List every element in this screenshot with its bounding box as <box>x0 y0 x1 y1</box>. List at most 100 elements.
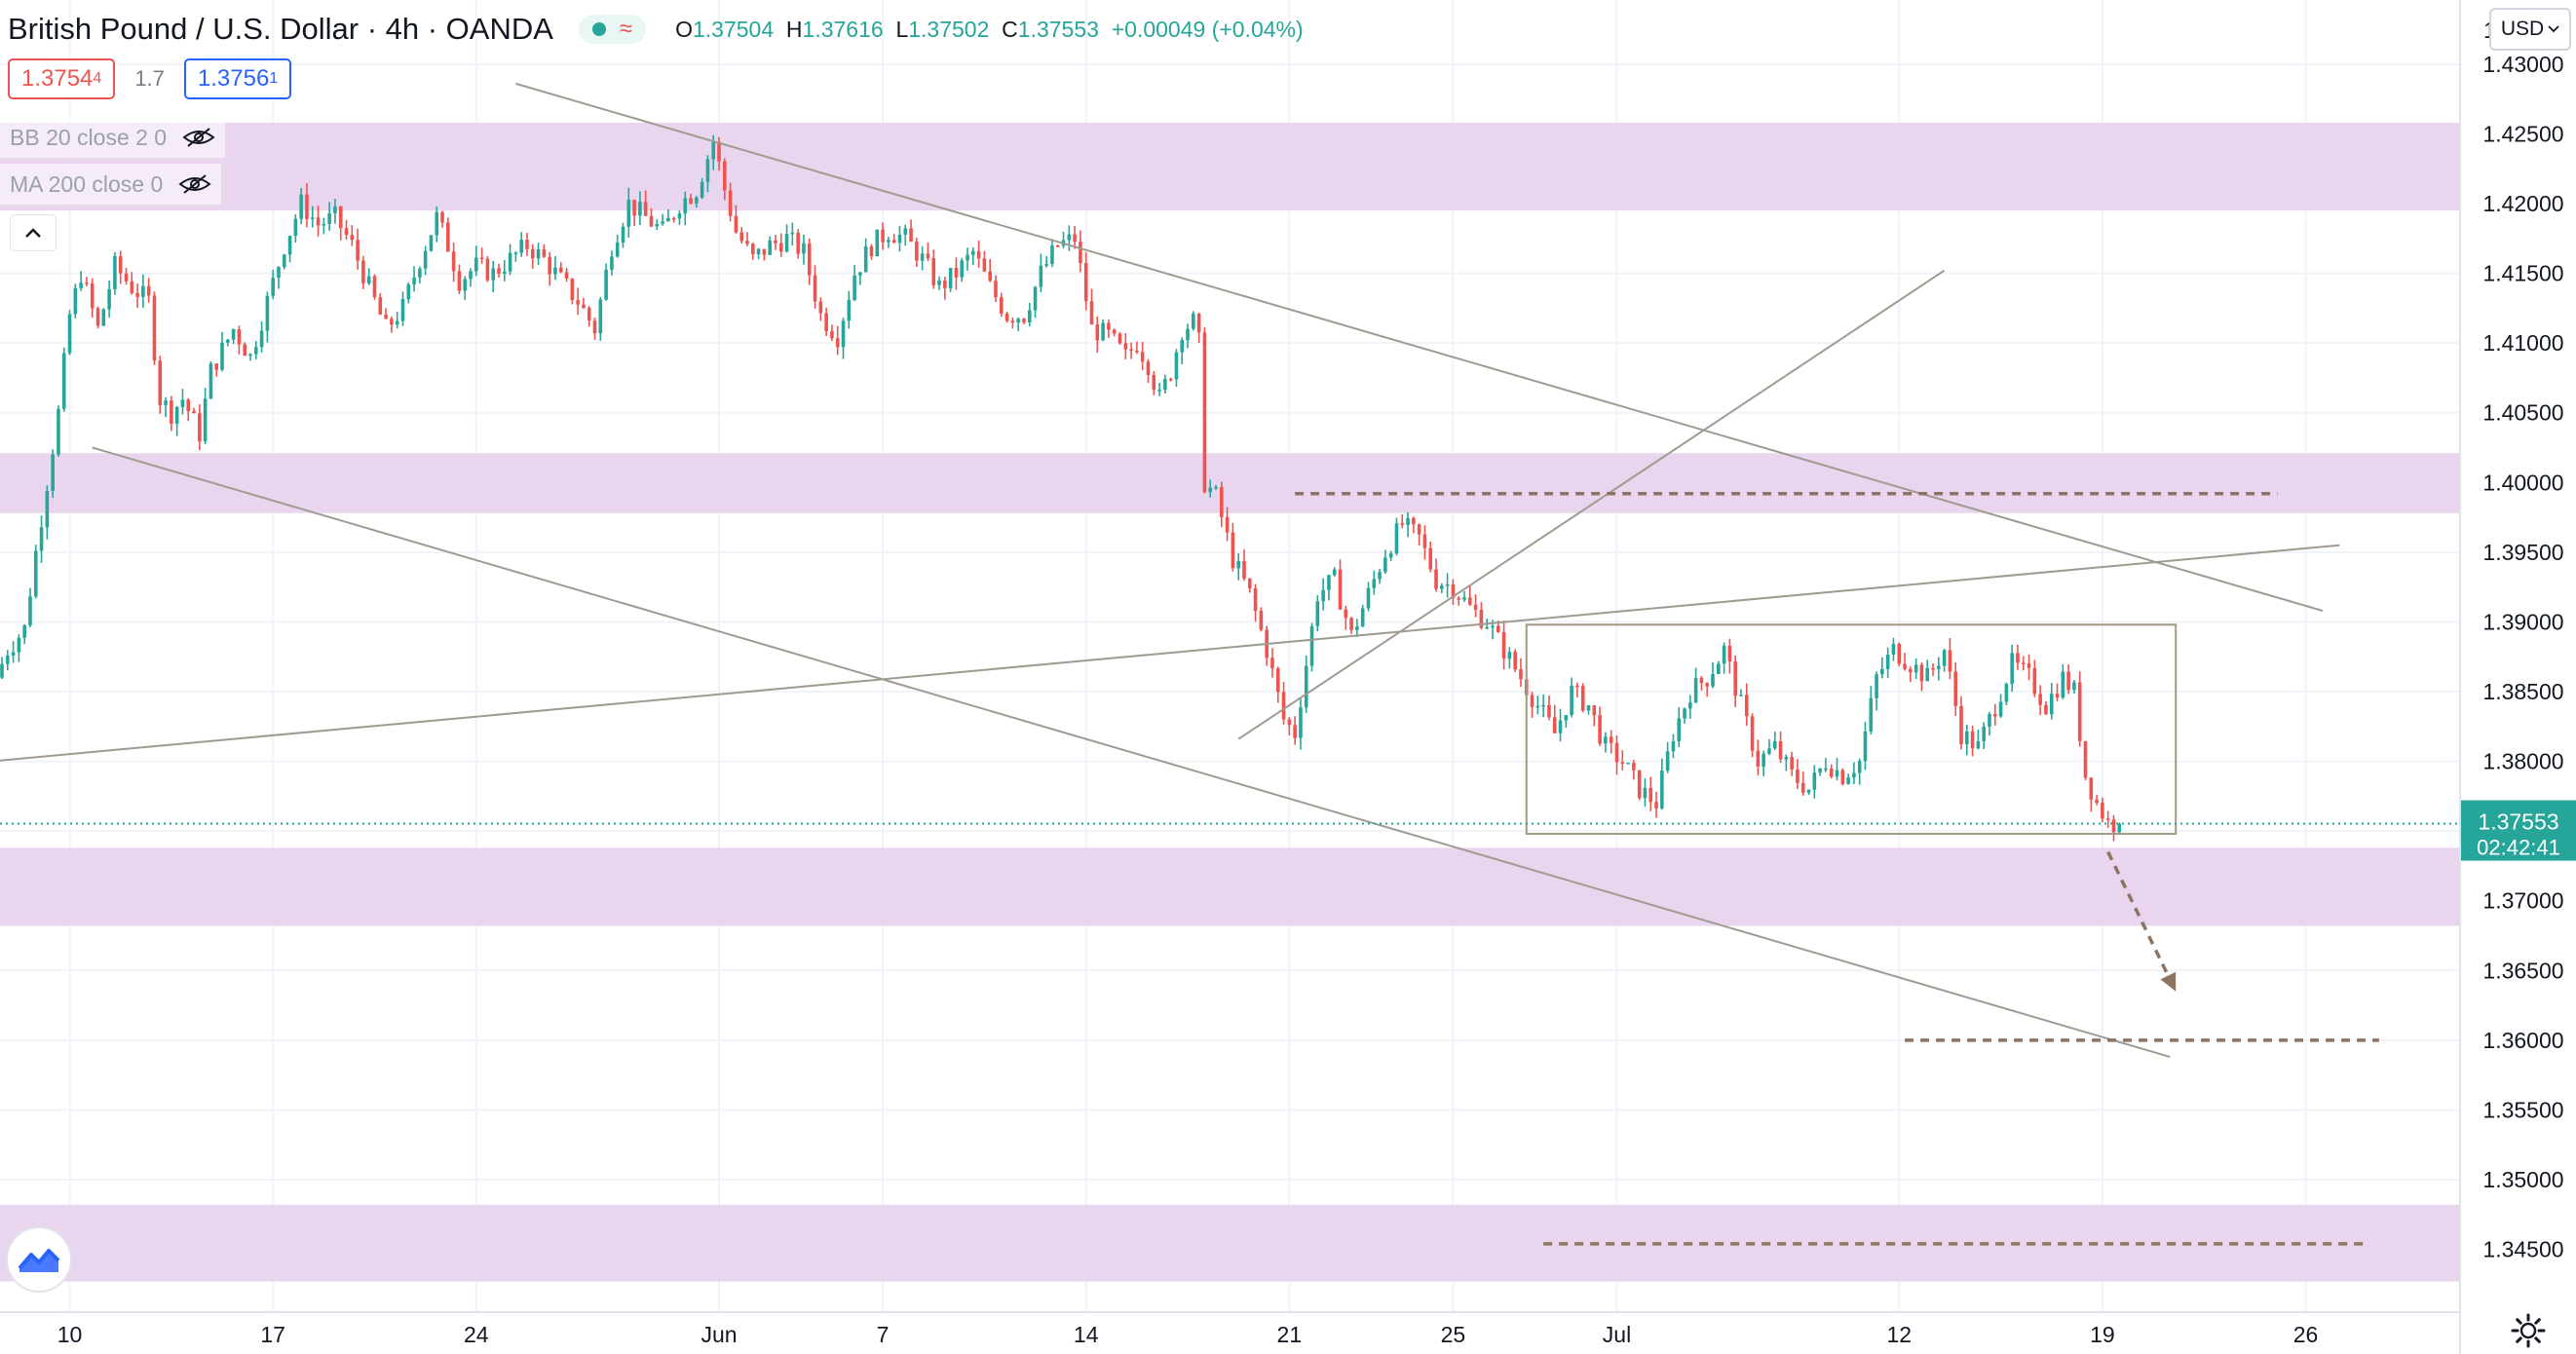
gear-icon[interactable] <box>2509 1311 2548 1350</box>
candle-up <box>1067 234 1072 241</box>
candle-up <box>1976 740 1981 749</box>
candle-down <box>2083 740 2088 778</box>
tradingview-logo-icon[interactable] <box>6 1226 72 1293</box>
indicator-bb[interactable]: BB 20 close 2 0 <box>0 117 226 158</box>
candle-up <box>2117 823 2122 833</box>
approx-wave-icon: ≈ <box>619 16 633 42</box>
sell-button[interactable]: 1.3754 4 <box>8 58 116 99</box>
candle-up <box>491 268 495 281</box>
candle-down <box>1434 569 1438 589</box>
range-box[interactable] <box>1525 623 2178 836</box>
candle-down <box>1349 618 1353 630</box>
candle-up <box>1360 608 1365 627</box>
candle-up <box>1846 777 1850 784</box>
market-status-badge[interactable]: ≈ <box>578 15 647 44</box>
candle-up <box>1942 650 1947 666</box>
candle-down <box>1270 658 1274 669</box>
candle-up <box>1236 561 1240 569</box>
candle-up <box>677 213 682 219</box>
candle-up <box>1982 727 1986 741</box>
currency-select[interactable]: USD <box>2489 8 2571 51</box>
candle-down <box>1654 802 1658 809</box>
candle-down <box>1992 714 1997 717</box>
candle-up <box>553 267 557 275</box>
candle-down <box>451 251 456 272</box>
candle-up <box>1671 741 1676 752</box>
time-axis[interactable]: 10 17 24 Jun 7 14 21 25 Jul 12 19 26 <box>0 1311 2460 1347</box>
y-tick-label: 1.36000 <box>2482 1028 2563 1053</box>
eye-hidden-icon[interactable] <box>178 173 211 195</box>
candle-up <box>310 217 315 219</box>
candle-down <box>1733 661 1737 696</box>
candle-down <box>2066 671 2070 691</box>
projection-arrow-line[interactable] <box>2106 850 2178 993</box>
y-tick-label: 1.42500 <box>2482 121 2563 146</box>
candle-up <box>1332 569 1337 576</box>
candle-down <box>818 301 823 314</box>
candle-down <box>2032 667 2037 695</box>
candle-down <box>1422 534 1427 548</box>
candle-up <box>1315 601 1320 626</box>
candle-down <box>2105 818 2110 820</box>
candle-up <box>0 663 4 678</box>
candle-up <box>615 242 620 257</box>
candle-down <box>1632 763 1636 771</box>
candle-down <box>1287 719 1292 726</box>
candle-down <box>1083 263 1088 302</box>
drawing-tools[interactable] <box>0 82 2379 1246</box>
candle-down <box>1196 314 1201 333</box>
candle-down <box>1022 319 1026 322</box>
eye-hidden-icon[interactable] <box>182 127 215 148</box>
trendline[interactable] <box>92 446 2171 1059</box>
x-tick-label: 21 <box>1277 1322 1303 1347</box>
buy-button[interactable]: 1.3756 1 <box>183 58 292 99</box>
y-tick-label: 1.41000 <box>2482 330 2563 356</box>
candle-up <box>1208 487 1213 493</box>
candle-down <box>497 268 501 274</box>
candle-up <box>1570 685 1573 716</box>
candle-down <box>118 255 123 274</box>
candle-down <box>1293 725 1297 738</box>
x-tick-label: 7 <box>877 1322 890 1347</box>
candle-up <box>1693 677 1698 703</box>
candle-up <box>1604 736 1608 744</box>
candle-up <box>1355 626 1359 630</box>
price-axis[interactable]: 1.34500 1.35000 1.35500 1.36000 1.36500 1.370… <box>2459 0 2564 1354</box>
candle-down <box>344 228 349 236</box>
collapse-legend-button[interactable] <box>10 214 57 251</box>
candle-down <box>988 271 992 282</box>
candle-up <box>705 159 710 182</box>
candle-up <box>960 260 965 278</box>
candle-up <box>897 234 902 244</box>
candle-down <box>1428 547 1433 570</box>
candle-up <box>971 250 975 255</box>
x-tick-label: 14 <box>1074 1322 1099 1347</box>
candle-up <box>1772 741 1777 749</box>
candle-up <box>1767 748 1771 754</box>
candle-up <box>39 527 44 551</box>
candle-down <box>542 248 547 257</box>
symbol-title[interactable]: British Pound / U.S. Dollar · 4h · OANDA <box>8 12 553 46</box>
candle-down <box>717 141 721 162</box>
candle-up <box>1857 761 1862 773</box>
candle-up <box>1485 626 1489 629</box>
candle-down <box>728 190 733 216</box>
candle-up <box>1891 643 1896 655</box>
candle-down <box>982 258 987 272</box>
candle-up <box>1321 589 1325 602</box>
candle-down <box>446 222 450 252</box>
trendline[interactable] <box>515 82 2324 612</box>
x-tick-label: Jun <box>701 1322 737 1347</box>
y-tick-label: 1.43000 <box>2482 52 2563 77</box>
candle-up <box>259 330 264 348</box>
x-tick-label: 12 <box>1886 1322 1912 1347</box>
candle-down <box>1513 652 1517 670</box>
candle-down <box>739 232 743 242</box>
trendline[interactable] <box>1237 269 1946 740</box>
candle-down <box>869 246 874 256</box>
trendline[interactable] <box>0 544 2340 762</box>
candle-up <box>1394 523 1399 554</box>
candle-down <box>479 257 484 260</box>
indicator-ma[interactable]: MA 200 close 0 <box>0 164 222 205</box>
